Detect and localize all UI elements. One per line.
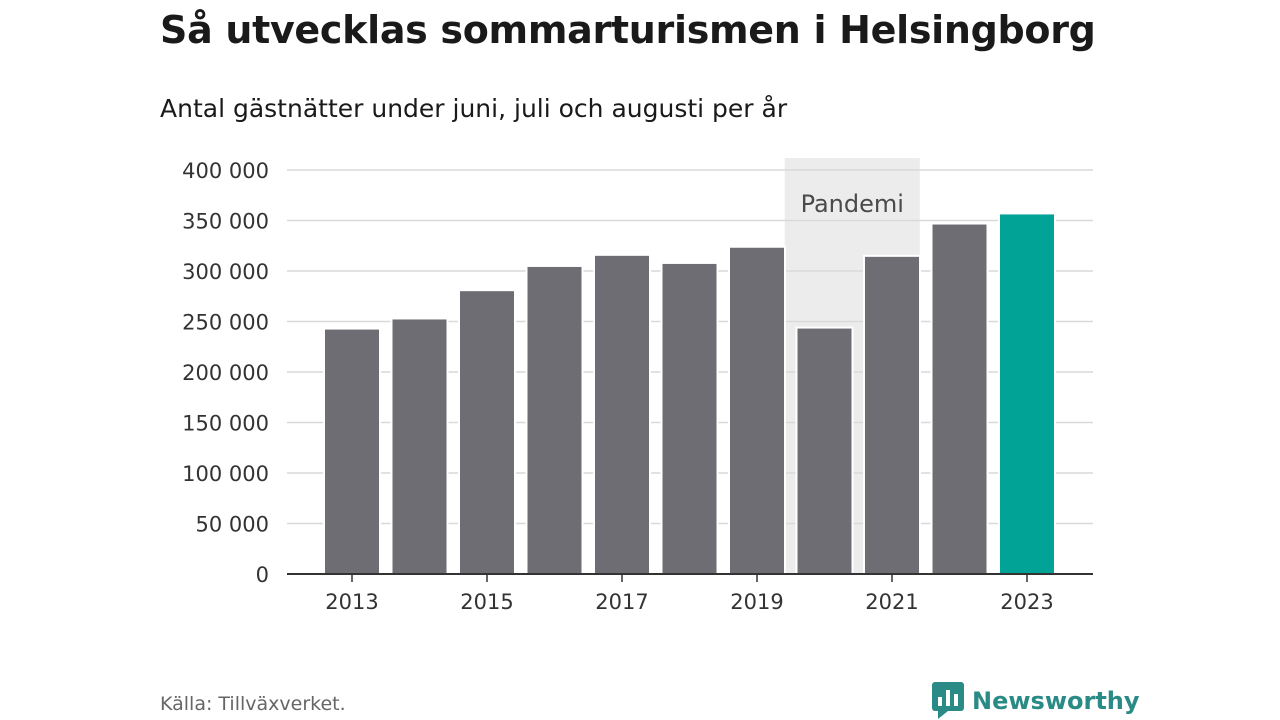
bar <box>593 253 651 575</box>
chart-title: Så utvecklas sommarturismen i Helsingbor… <box>160 8 1096 52</box>
bar <box>863 254 921 575</box>
pandemic-label: Pandemi <box>801 190 904 218</box>
bar <box>458 289 516 575</box>
bar <box>323 327 381 575</box>
bar <box>525 264 584 575</box>
bar <box>728 245 786 575</box>
y-tick-label: 200 000 <box>182 361 269 385</box>
bar <box>660 261 719 575</box>
x-tick-label: 2019 <box>730 590 783 614</box>
y-tick-label: 100 000 <box>182 462 269 486</box>
brand-name: Newsworthy <box>972 687 1140 715</box>
x-tick-label: 2015 <box>460 590 513 614</box>
y-tick-label: 50 000 <box>196 513 269 537</box>
y-tick-label: 0 <box>256 563 269 587</box>
bar <box>930 222 989 575</box>
x-tick-label: 2013 <box>325 590 378 614</box>
y-tick-label: 400 000 <box>182 159 269 183</box>
x-tick-label: 2023 <box>1000 590 1053 614</box>
newsworthy-logo-icon <box>932 682 964 719</box>
y-tick-label: 300 000 <box>182 260 269 284</box>
bar <box>998 212 1056 575</box>
bar <box>390 317 449 575</box>
source-note: Källa: Tillväxverket. <box>160 693 346 715</box>
x-tick-label: 2017 <box>595 590 648 614</box>
brand-logo: Newsworthy <box>932 682 1140 720</box>
x-tick-label: 2021 <box>865 590 918 614</box>
bar <box>795 326 854 575</box>
y-tick-label: 250 000 <box>182 311 269 335</box>
y-tick-label: 150 000 <box>182 412 269 436</box>
chart-subtitle: Antal gästnätter under juni, juli och au… <box>160 94 788 123</box>
y-tick-label: 350 000 <box>182 210 269 234</box>
